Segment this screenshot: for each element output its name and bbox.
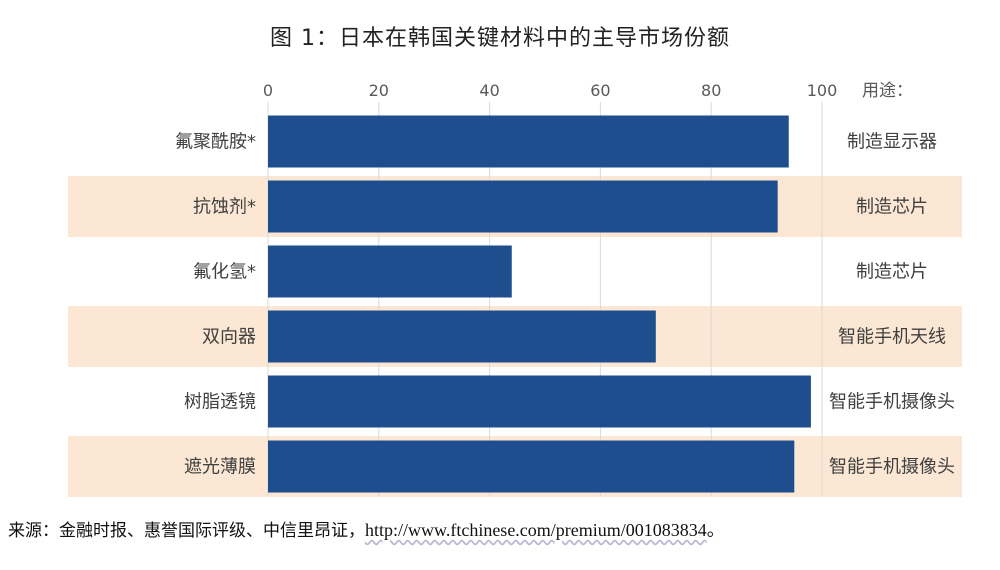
x-tick-label: 80 xyxy=(701,81,721,100)
gridlines xyxy=(267,102,823,496)
x-tick-label: 100 xyxy=(807,81,838,100)
bar xyxy=(268,180,778,233)
x-tick-label: 40 xyxy=(479,81,499,100)
source-prefix: 来源：金融时报、惠誉国际评级、中信里昂证， xyxy=(8,521,365,541)
x-tick-label: 20 xyxy=(369,81,389,100)
source-note: 来源：金融时报、惠誉国际评级、中信里昂证，http://www.ftchines… xyxy=(8,516,725,542)
category-label: 抗蚀剂* xyxy=(193,197,256,218)
bar xyxy=(268,115,789,168)
bar xyxy=(268,440,795,493)
category-label: 氟聚酰胺* xyxy=(175,132,256,153)
bar xyxy=(268,245,512,298)
usage-label: 智能手机天线 xyxy=(838,327,946,348)
category-label: 氟化氢* xyxy=(193,262,256,283)
category-label: 树脂透镜 xyxy=(184,392,256,413)
bar xyxy=(268,310,656,363)
source-url-link[interactable]: http://www.ftchinese.com/premium/0010838… xyxy=(365,520,707,540)
usage-header: 用途： xyxy=(862,81,913,101)
usage-label: 智能手机摄像头 xyxy=(829,392,955,413)
usage-label: 智能手机摄像头 xyxy=(829,457,955,478)
x-axis-ticks: 0 20 40 60 80 100 用途： xyxy=(263,81,913,101)
x-tick-label: 0 xyxy=(263,81,273,100)
bars xyxy=(268,115,811,493)
bar xyxy=(268,375,811,428)
category-label: 双向器 xyxy=(202,327,256,348)
source-suffix: 。 xyxy=(706,520,725,540)
usage-label: 制造显示器 xyxy=(847,132,937,153)
usage-label: 制造芯片 xyxy=(856,262,928,283)
chart-title: 图 1：日本在韩国关键材料中的主导市场份额 xyxy=(270,26,730,51)
usage-label: 制造芯片 xyxy=(856,197,928,218)
x-tick-label: 60 xyxy=(590,81,610,100)
bar-chart: 0 20 40 60 80 100 用途： 氟聚酰胺* 抗蚀剂* 氟化氢* 双向器树脂透镜遮光薄膜… xyxy=(68,81,962,497)
category-label: 遮光薄膜 xyxy=(184,457,256,478)
